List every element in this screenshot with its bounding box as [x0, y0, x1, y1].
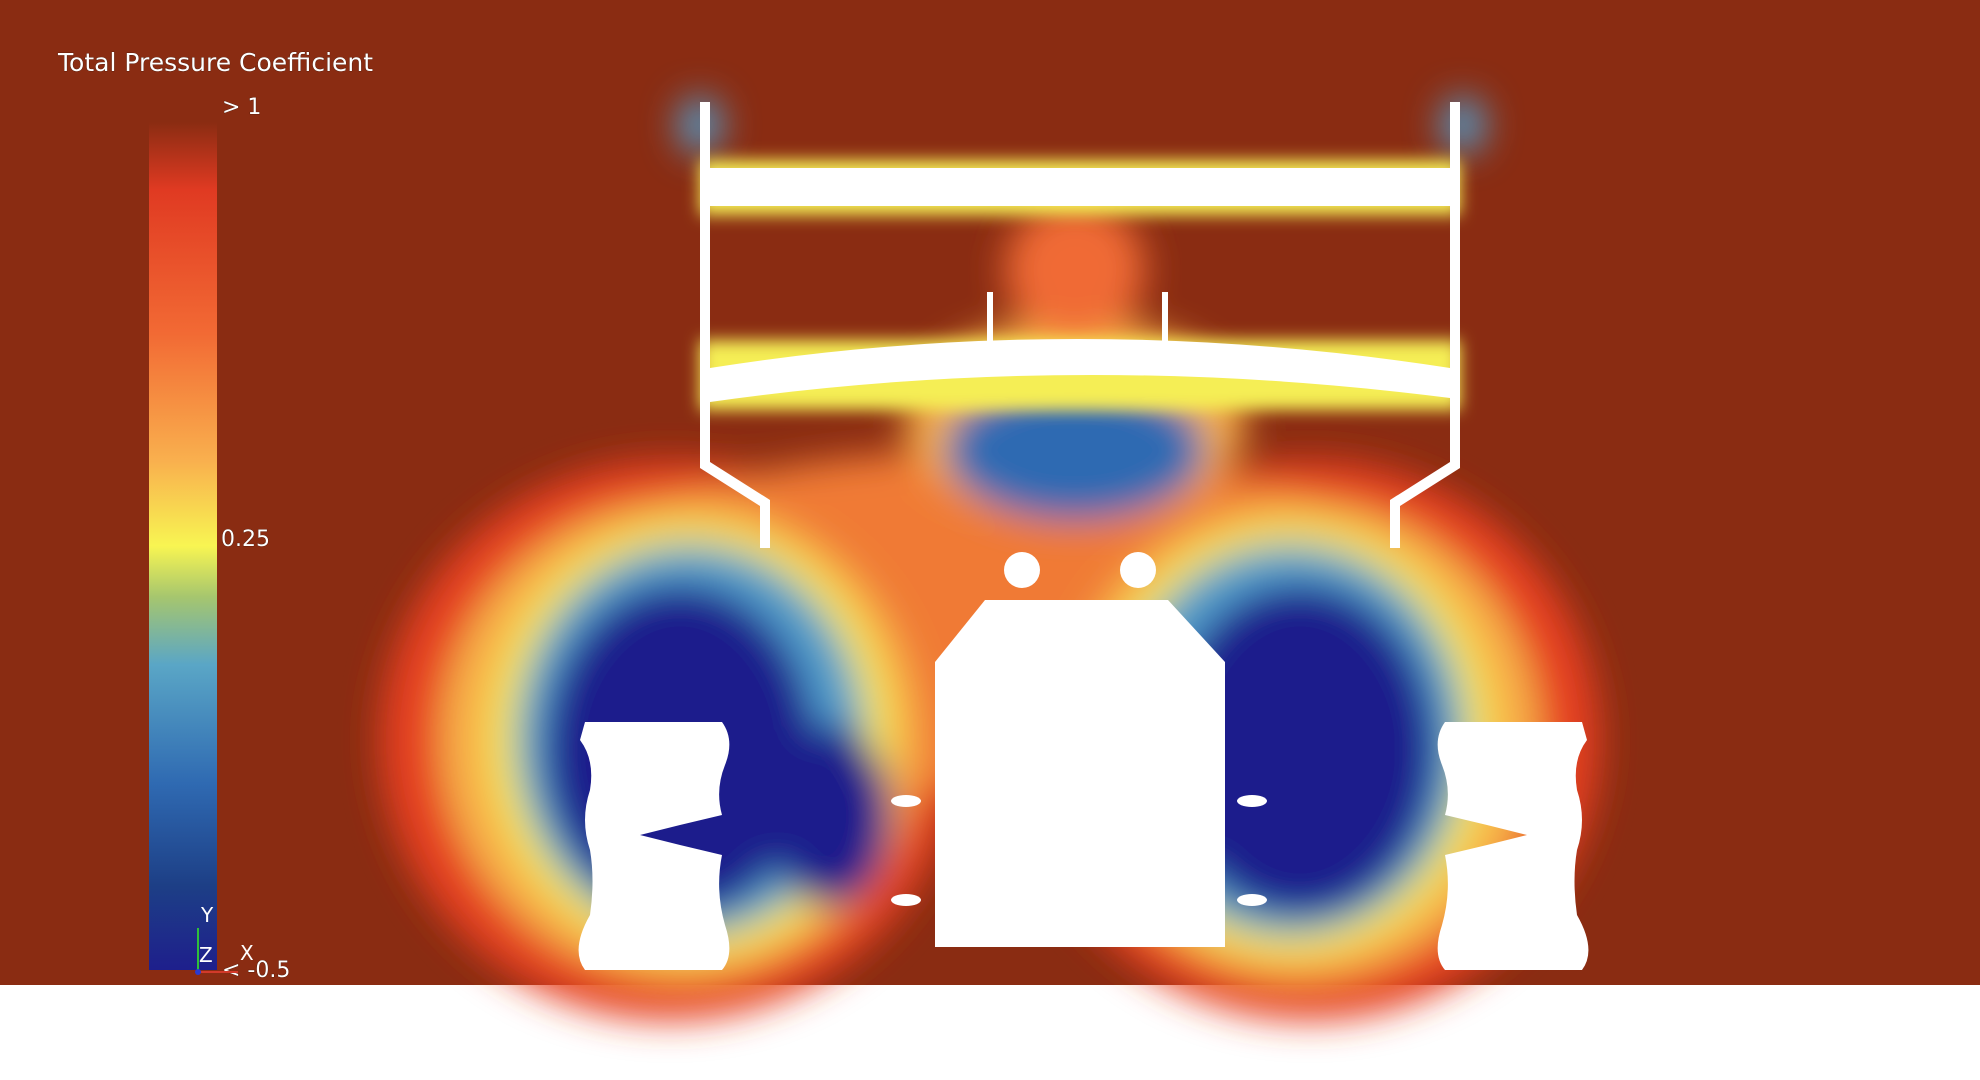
suspension-arm — [891, 894, 921, 906]
lower-wing — [710, 339, 1450, 402]
suspension-arm — [891, 795, 921, 807]
legend-label: > 1 — [222, 95, 261, 120]
contour-blue — [1441, 97, 1485, 153]
vehicle-geometry — [578, 102, 1589, 970]
color-bar — [149, 122, 217, 970]
legend-title: Total Pressure Coefficient — [57, 48, 373, 77]
wheel — [1437, 722, 1589, 970]
endplate — [1390, 102, 1460, 548]
axis-label: X — [240, 941, 254, 965]
axis-label: Y — [200, 903, 214, 927]
contour-blue — [945, 380, 1205, 520]
contour-dark-blue — [1165, 585, 1435, 915]
chassis — [935, 600, 1225, 947]
strut — [987, 292, 993, 342]
endplate — [700, 102, 770, 548]
axis-triad: Y Z X — [195, 903, 254, 975]
legend-label: 0.25 — [221, 527, 270, 552]
contour-orange — [1005, 200, 1145, 340]
strut — [1162, 292, 1168, 342]
suspension-arm — [1237, 795, 1267, 807]
wheel — [578, 722, 730, 970]
axis-label: Z — [199, 943, 213, 967]
pushrod — [1120, 552, 1156, 588]
axis-z — [195, 969, 201, 975]
contour-dark-blue — [770, 725, 890, 905]
pushrod — [1004, 552, 1040, 588]
legend-label: < -0.5 — [222, 958, 290, 983]
suspension-arm — [1237, 894, 1267, 906]
upper-wing — [710, 168, 1450, 206]
